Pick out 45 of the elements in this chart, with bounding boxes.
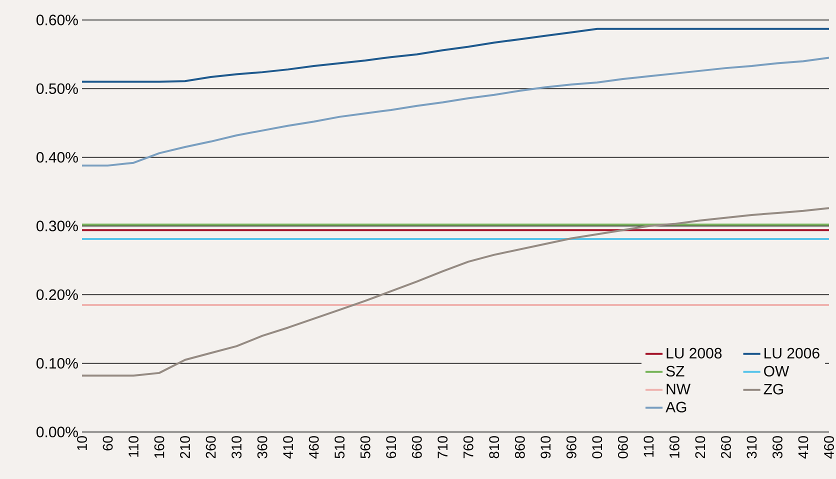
x-tick-label: 610 bbox=[386, 436, 396, 458]
x-tick-label: 810 bbox=[489, 436, 500, 458]
x-tick-label: 010 bbox=[592, 436, 602, 458]
legend-label: LU 2008 bbox=[666, 348, 722, 359]
line-series bbox=[82, 56, 829, 167]
y-tick-label: 0.10% bbox=[36, 358, 78, 369]
x-tick-label: 510 bbox=[334, 436, 345, 458]
x-tick-label: 660 bbox=[412, 436, 422, 458]
x-tick-label: 260 bbox=[206, 436, 216, 458]
x-tick-label: 860 bbox=[514, 436, 525, 458]
y-tick-label: 0.00% bbox=[36, 426, 78, 438]
legend-label: ZG bbox=[764, 384, 784, 394]
x-tick-label: 160 bbox=[154, 436, 164, 458]
legend-label: SZ bbox=[666, 366, 684, 376]
y-tick-label: 0.50% bbox=[36, 83, 78, 94]
x-tick-label: 310 bbox=[746, 436, 757, 458]
y-tick-label: 0.60% bbox=[36, 14, 78, 26]
y-tick-label: 0.40% bbox=[36, 152, 78, 163]
y-tick-label: 0.30% bbox=[36, 220, 78, 232]
x-tick-label: 410 bbox=[283, 436, 294, 459]
x-tick-label: 560 bbox=[360, 436, 370, 458]
x-tick-label: 260 bbox=[720, 436, 731, 458]
x-tick-label: 110 bbox=[128, 436, 138, 457]
x-tick-label: 060 bbox=[618, 436, 628, 458]
legend-label: LU 2006 bbox=[764, 348, 820, 359]
legend-label: OW bbox=[764, 366, 790, 376]
x-tick-label: 910 bbox=[540, 436, 551, 458]
x-tick-label: 60 bbox=[102, 436, 113, 450]
x-tick-label: 10 bbox=[77, 436, 87, 450]
x-tick-label: 460 bbox=[824, 436, 834, 459]
x-tick-label: 210 bbox=[180, 436, 190, 458]
x-tick-label: 110 bbox=[644, 436, 654, 457]
x-tick-label: 360 bbox=[257, 436, 268, 458]
x-tick-label: 160 bbox=[669, 436, 680, 458]
y-tick-label: 0.20% bbox=[36, 289, 78, 300]
x-tick-label: 310 bbox=[232, 436, 242, 458]
x-tick-label: 410 bbox=[798, 436, 808, 459]
x-tick-label: 360 bbox=[772, 436, 782, 458]
x-tick-label: 460 bbox=[308, 436, 319, 459]
x-tick-label: 760 bbox=[463, 436, 474, 458]
legend-label: AG bbox=[666, 402, 686, 412]
x-tick-label: 710 bbox=[438, 436, 448, 458]
x-tick-label: 210 bbox=[695, 436, 706, 458]
x-tick-label: 960 bbox=[566, 436, 576, 458]
legend-label: NW bbox=[666, 384, 690, 394]
